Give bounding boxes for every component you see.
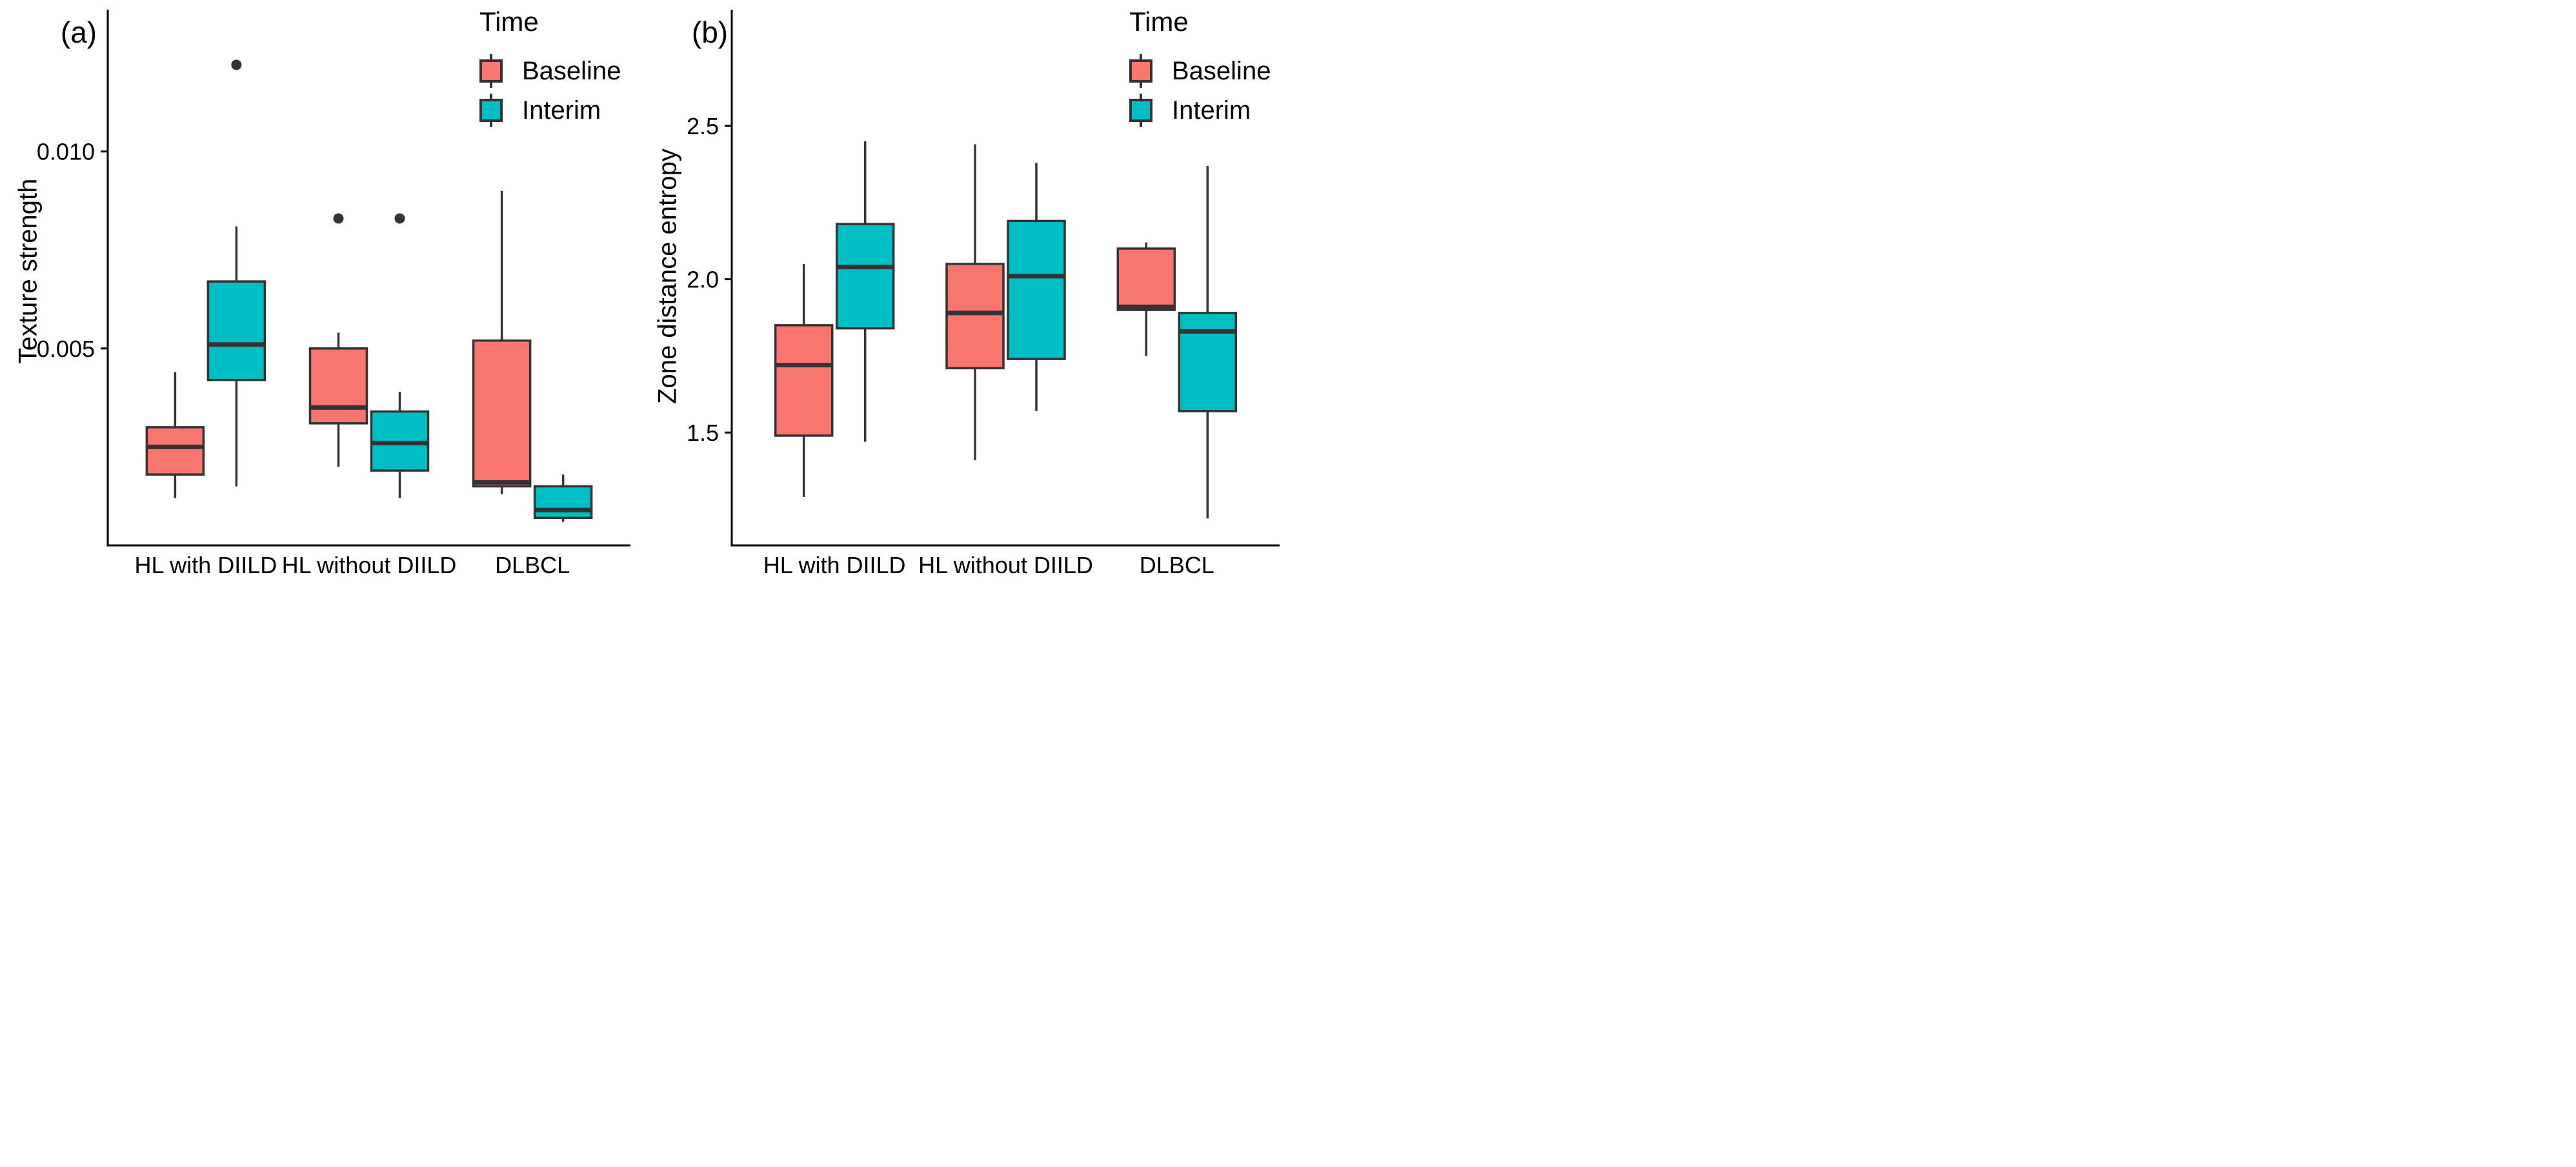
box-baseline-hl-with-diild: [145, 426, 205, 476]
interim-boxplot-key-icon: [479, 94, 503, 127]
boxplot-figure: 0.005 0.010 HL with DIILD HL without DIILD D…: [0, 0, 1288, 584]
baseline-boxplot-key-icon: [1129, 54, 1152, 88]
panel-a-y-axis-title: Texture strength: [14, 178, 43, 364]
x-category-label: HL without DIILD: [282, 552, 457, 578]
y-tick-label: 1.5: [687, 420, 719, 446]
legend-label: Interim: [1172, 96, 1251, 125]
legend-item-baseline: Baseline: [1129, 54, 1271, 88]
legend-item-baseline: Baseline: [479, 54, 621, 88]
x-category-label: HL with DIILD: [135, 552, 277, 578]
panel-b-legend: Time Baseline Interim: [1129, 6, 1271, 133]
outlier-dot-interim-hl-without-diild: [394, 213, 405, 224]
box-baseline-hl-with-diild: [774, 324, 834, 437]
y-tick-label: 0.005: [37, 336, 95, 362]
legend-label: Baseline: [522, 56, 621, 85]
legend-item-interim: Interim: [479, 94, 621, 127]
legend-title: Time: [479, 6, 539, 37]
legend-item-interim: Interim: [1129, 94, 1271, 127]
panel-b-y-axis-title: Zone distance entropy: [653, 148, 682, 404]
outlier-dot-interim-hl-with-diild: [231, 59, 242, 70]
x-category-label: DLBCL: [495, 552, 570, 578]
box-interim-hl-with-diild: [206, 280, 267, 381]
box-baseline-hl-without-diild: [308, 347, 368, 425]
panel-a-tag: (a): [60, 15, 97, 49]
box-interim-hl-without-diild: [1007, 219, 1066, 360]
x-category-label: HL without DIILD: [918, 552, 1093, 578]
y-tick-label: 2.0: [687, 267, 719, 293]
baseline-boxplot-key-icon: [479, 54, 503, 88]
y-tick-label: 0.010: [37, 139, 95, 165]
y-tick-label: 2.5: [687, 113, 719, 139]
box-interim-dlbcl: [1178, 312, 1238, 412]
interim-boxplot-key-icon: [1129, 94, 1152, 127]
box-baseline-dlbcl: [1116, 247, 1176, 311]
box-baseline-dlbcl: [472, 339, 532, 488]
panel-a-legend: Time Baseline Interim: [479, 6, 621, 133]
outlier-dot-baseline-hl-without-diild: [333, 213, 344, 224]
legend-label: Interim: [522, 96, 601, 125]
panel-b-tag: (b): [691, 15, 729, 49]
x-category-label: HL with DIILD: [763, 552, 906, 578]
box-interim-hl-with-diild: [835, 223, 895, 330]
box-interim-dlbcl: [533, 485, 593, 520]
x-category-label: DLBCL: [1140, 552, 1214, 578]
legend-title: Time: [1129, 6, 1189, 37]
box-baseline-hl-without-diild: [945, 263, 1005, 370]
legend-label: Baseline: [1172, 56, 1271, 85]
